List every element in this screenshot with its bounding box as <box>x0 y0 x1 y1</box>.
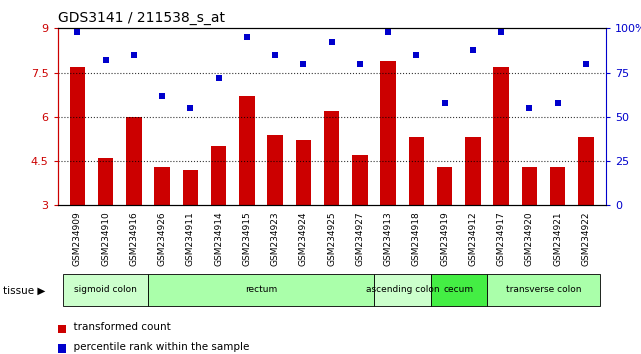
Bar <box>409 137 424 205</box>
Bar <box>465 137 481 205</box>
Bar <box>487 274 600 306</box>
Text: tissue ▶: tissue ▶ <box>3 285 46 295</box>
Bar <box>437 167 453 205</box>
Bar <box>381 61 396 205</box>
Bar <box>211 146 226 205</box>
Text: GDS3141 / 211538_s_at: GDS3141 / 211538_s_at <box>58 11 225 25</box>
Bar <box>148 274 374 306</box>
Text: transverse colon: transverse colon <box>506 285 581 294</box>
Bar <box>522 167 537 205</box>
Bar <box>324 111 340 205</box>
Bar <box>70 67 85 205</box>
Bar <box>374 274 431 306</box>
Bar <box>183 170 198 205</box>
Bar <box>578 137 594 205</box>
Bar <box>154 167 170 205</box>
Text: ascending colon: ascending colon <box>365 285 439 294</box>
Text: rectum: rectum <box>245 285 277 294</box>
Text: percentile rank within the sample: percentile rank within the sample <box>67 342 250 352</box>
Text: cecum: cecum <box>444 285 474 294</box>
Bar <box>267 135 283 205</box>
Text: sigmoid colon: sigmoid colon <box>74 285 137 294</box>
Bar <box>431 274 487 306</box>
Text: transformed count: transformed count <box>67 322 171 332</box>
Bar <box>98 158 113 205</box>
Bar <box>63 274 148 306</box>
Bar <box>126 117 142 205</box>
Bar <box>550 167 565 205</box>
Bar <box>352 155 368 205</box>
Bar <box>239 96 254 205</box>
Bar <box>296 141 312 205</box>
Bar <box>494 67 509 205</box>
